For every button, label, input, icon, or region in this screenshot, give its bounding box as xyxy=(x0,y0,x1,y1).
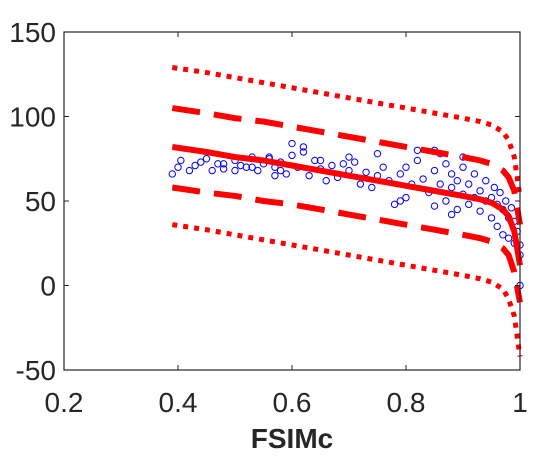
scatter-point xyxy=(447,183,456,192)
axis-ticks xyxy=(63,31,521,371)
scatter-point xyxy=(362,168,370,176)
plot-area xyxy=(168,65,524,357)
scatter-point xyxy=(447,170,456,178)
scatter-point xyxy=(197,158,205,166)
scatter-point xyxy=(248,163,256,171)
tick-labels: 0.2 0.4 0.6 0.8 1 -50 0 50 100 150 xyxy=(9,17,528,418)
scatter-point xyxy=(276,166,285,175)
scatter-point xyxy=(214,160,222,168)
scatter-point xyxy=(402,163,410,171)
scatter-point xyxy=(502,197,510,205)
x-axis-title: FSIMc xyxy=(251,423,333,454)
fit-curve-dashed xyxy=(171,184,523,303)
fit-curve-dashed xyxy=(171,105,523,226)
scatter-point xyxy=(419,175,427,183)
scatter-point xyxy=(177,156,185,165)
scatter-point xyxy=(390,200,399,209)
scatter-point xyxy=(470,170,479,178)
x-tick-label: 0.6 xyxy=(273,387,312,418)
scatter-point xyxy=(487,214,496,222)
x-tick-label: 0.2 xyxy=(45,387,84,418)
y-tick-label: 150 xyxy=(9,17,56,48)
fit-curve-dotted xyxy=(171,65,523,198)
scatter-point xyxy=(396,197,404,205)
scatter-point xyxy=(191,161,199,170)
scatter-point xyxy=(413,156,422,165)
scatter-point xyxy=(254,166,262,175)
scatter-point xyxy=(345,153,353,161)
scatter-point xyxy=(507,204,516,212)
x-tick-label: 0.4 xyxy=(159,387,198,418)
scatter-point xyxy=(436,180,444,188)
scatter-point xyxy=(299,143,308,151)
scatter-point xyxy=(504,234,513,242)
scatter-point xyxy=(368,183,376,192)
scatter-point xyxy=(202,155,211,163)
scatter-point xyxy=(185,166,194,175)
scatter-point xyxy=(208,166,216,175)
scatter-point xyxy=(219,165,228,173)
scatter-point xyxy=(282,170,290,178)
scatter-point xyxy=(493,222,501,231)
scatter-point xyxy=(288,139,296,148)
scatter-point xyxy=(496,188,504,197)
scatter-point xyxy=(430,166,439,175)
scatter-point xyxy=(476,187,484,195)
scatter-point xyxy=(356,180,365,188)
scatter-point xyxy=(328,161,336,170)
scatter-point xyxy=(299,148,308,156)
scatter-point xyxy=(271,171,279,180)
scatter-point xyxy=(242,163,251,171)
scatter-point xyxy=(442,197,450,205)
y-tick-label: 100 xyxy=(9,102,56,133)
scatter-point xyxy=(482,177,490,185)
y-tick-label: -50 xyxy=(16,355,56,386)
scatter-point xyxy=(499,231,507,239)
scatter-point xyxy=(322,177,330,185)
scatter-point xyxy=(465,180,473,188)
scatter-point xyxy=(459,163,467,171)
fit-curve-solid xyxy=(171,143,523,266)
scatter-point xyxy=(373,149,382,158)
y-tick-label: 0 xyxy=(40,271,56,302)
scatter-point xyxy=(453,177,461,185)
scatter-point xyxy=(396,170,404,178)
scatter-point xyxy=(316,156,325,165)
scatter-point xyxy=(288,151,296,160)
scatter-point xyxy=(442,160,450,168)
fit-curve-dotted xyxy=(171,222,523,357)
y-tick-label: 50 xyxy=(25,186,56,217)
scatter-point xyxy=(219,160,228,168)
scatter-point xyxy=(413,146,422,155)
scatter-point xyxy=(305,171,313,180)
scatter-point xyxy=(447,210,456,219)
scatter-point xyxy=(339,160,347,168)
scatter-point xyxy=(476,207,484,215)
x-tick-label: 1 xyxy=(512,387,528,418)
scatter-point xyxy=(490,183,499,192)
scatter-point xyxy=(174,163,182,171)
scatter-point xyxy=(453,205,461,214)
scatter-point xyxy=(311,156,319,165)
scatter-point xyxy=(465,200,473,209)
scatter-point xyxy=(402,193,410,202)
scatter-point xyxy=(168,170,177,178)
axes-box xyxy=(63,31,521,371)
scatter-point xyxy=(351,158,359,166)
scatter-point xyxy=(430,202,439,210)
x-tick-label: 0.8 xyxy=(387,387,426,418)
scatter-point xyxy=(231,166,239,175)
scatter-point xyxy=(379,163,387,171)
